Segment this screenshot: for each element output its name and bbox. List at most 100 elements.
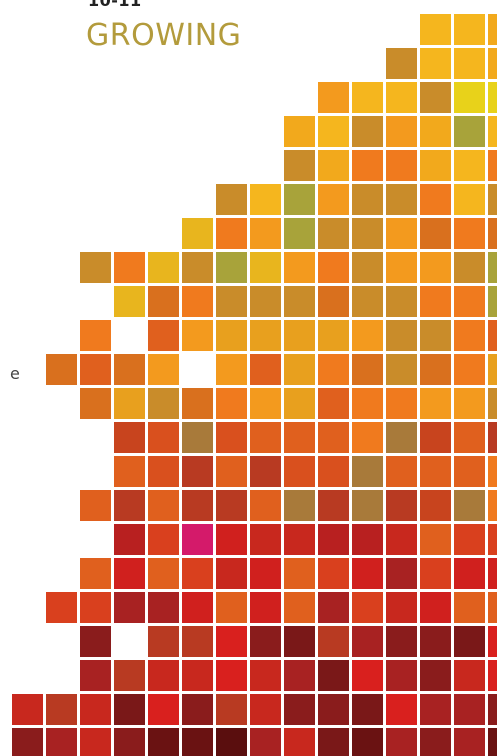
mosaic-tile [46, 728, 77, 756]
mosaic-tile [420, 116, 451, 147]
mosaic-tile [454, 592, 485, 623]
mosaic-tile [250, 184, 281, 215]
mosaic-tile [454, 218, 485, 249]
mosaic-tile [420, 14, 451, 45]
mosaic-tile [386, 456, 417, 487]
mosaic-tile [352, 252, 383, 283]
mosaic-tile [80, 626, 111, 657]
mosaic-tile [318, 218, 349, 249]
mosaic-tile [420, 286, 451, 317]
mosaic-tile [182, 320, 213, 351]
mosaic-tile [420, 354, 451, 385]
mosaic-tile [488, 694, 497, 725]
mosaic-tile [454, 422, 485, 453]
mosaic-tile [250, 592, 281, 623]
mosaic-tile [386, 354, 417, 385]
mosaic-tile [114, 694, 145, 725]
mosaic-tile [216, 626, 247, 657]
mosaic-tile [12, 694, 43, 725]
mosaic-tile [216, 456, 247, 487]
mosaic-tile [182, 626, 213, 657]
mosaic-tile [352, 422, 383, 453]
mosaic-tile [488, 184, 497, 215]
mosaic-tile [386, 592, 417, 623]
mosaic-tile [148, 626, 179, 657]
mosaic-tile [386, 388, 417, 419]
mosaic-tile [284, 660, 315, 691]
mosaic-tile [46, 592, 77, 623]
mosaic-tile [216, 660, 247, 691]
mosaic-tile [318, 354, 349, 385]
mosaic-tile [114, 286, 145, 317]
mosaic-tile [488, 388, 497, 419]
mosaic-tile [454, 558, 485, 589]
mosaic-tile [80, 354, 111, 385]
mosaic-tile [352, 524, 383, 555]
mosaic-tile [488, 558, 497, 589]
mosaic-tile [420, 660, 451, 691]
mosaic-tile [420, 728, 451, 756]
mosaic-tile [148, 558, 179, 589]
mosaic-tile [284, 422, 315, 453]
mosaic-tile [386, 728, 417, 756]
mosaic-tile [318, 694, 349, 725]
mosaic-tile [318, 422, 349, 453]
mosaic-tile [386, 694, 417, 725]
mosaic-tile [148, 252, 179, 283]
mosaic-tile [488, 354, 497, 385]
mosaic-tile [318, 184, 349, 215]
mosaic-tile [284, 286, 315, 317]
mosaic-tile [386, 48, 417, 79]
mosaic-tile [420, 694, 451, 725]
mosaic-tile [488, 456, 497, 487]
mosaic-tile [250, 320, 281, 351]
mosaic-tile [454, 252, 485, 283]
mosaic-tile [114, 592, 145, 623]
mosaic-tile [250, 728, 281, 756]
mosaic-tile [454, 388, 485, 419]
mosaic-tile [284, 728, 315, 756]
page-number: 10-11 [88, 0, 142, 10]
mosaic-tile [352, 728, 383, 756]
mosaic-tile [420, 490, 451, 521]
mosaic-tile [386, 218, 417, 249]
mosaic-tile [352, 150, 383, 181]
mosaic-tile [488, 728, 497, 756]
mosaic-tile [148, 660, 179, 691]
mosaic-tile [488, 82, 497, 113]
mosaic-tile [182, 660, 213, 691]
mosaic-tile [216, 728, 247, 756]
mosaic-tile [80, 388, 111, 419]
mosaic-tile [386, 286, 417, 317]
mosaic-tile [182, 252, 213, 283]
mosaic-tile [250, 694, 281, 725]
mosaic-tile [80, 490, 111, 521]
mosaic-tile [216, 320, 247, 351]
mosaic-tile [114, 456, 145, 487]
mosaic-tile [488, 286, 497, 317]
mosaic-tile [216, 558, 247, 589]
mosaic-tile [386, 660, 417, 691]
mosaic-tile [454, 660, 485, 691]
mosaic-tile [454, 456, 485, 487]
mosaic-tile [488, 490, 497, 521]
mosaic-tile [114, 524, 145, 555]
mosaic-tile [488, 524, 497, 555]
mosaic-tile [352, 456, 383, 487]
mosaic-tile [318, 524, 349, 555]
mosaic-tile [420, 524, 451, 555]
mosaic-tile [420, 184, 451, 215]
mosaic-tile [114, 558, 145, 589]
mosaic-tile [216, 286, 247, 317]
mosaic-tile [284, 388, 315, 419]
mosaic-tile [182, 456, 213, 487]
mosaic-tile [454, 116, 485, 147]
mosaic-tile [148, 286, 179, 317]
mosaic-tile [318, 252, 349, 283]
mosaic-tile [318, 320, 349, 351]
mosaic-tile [250, 286, 281, 317]
mosaic-tile [352, 354, 383, 385]
mosaic-tile [250, 218, 281, 249]
mosaic-tile [182, 694, 213, 725]
